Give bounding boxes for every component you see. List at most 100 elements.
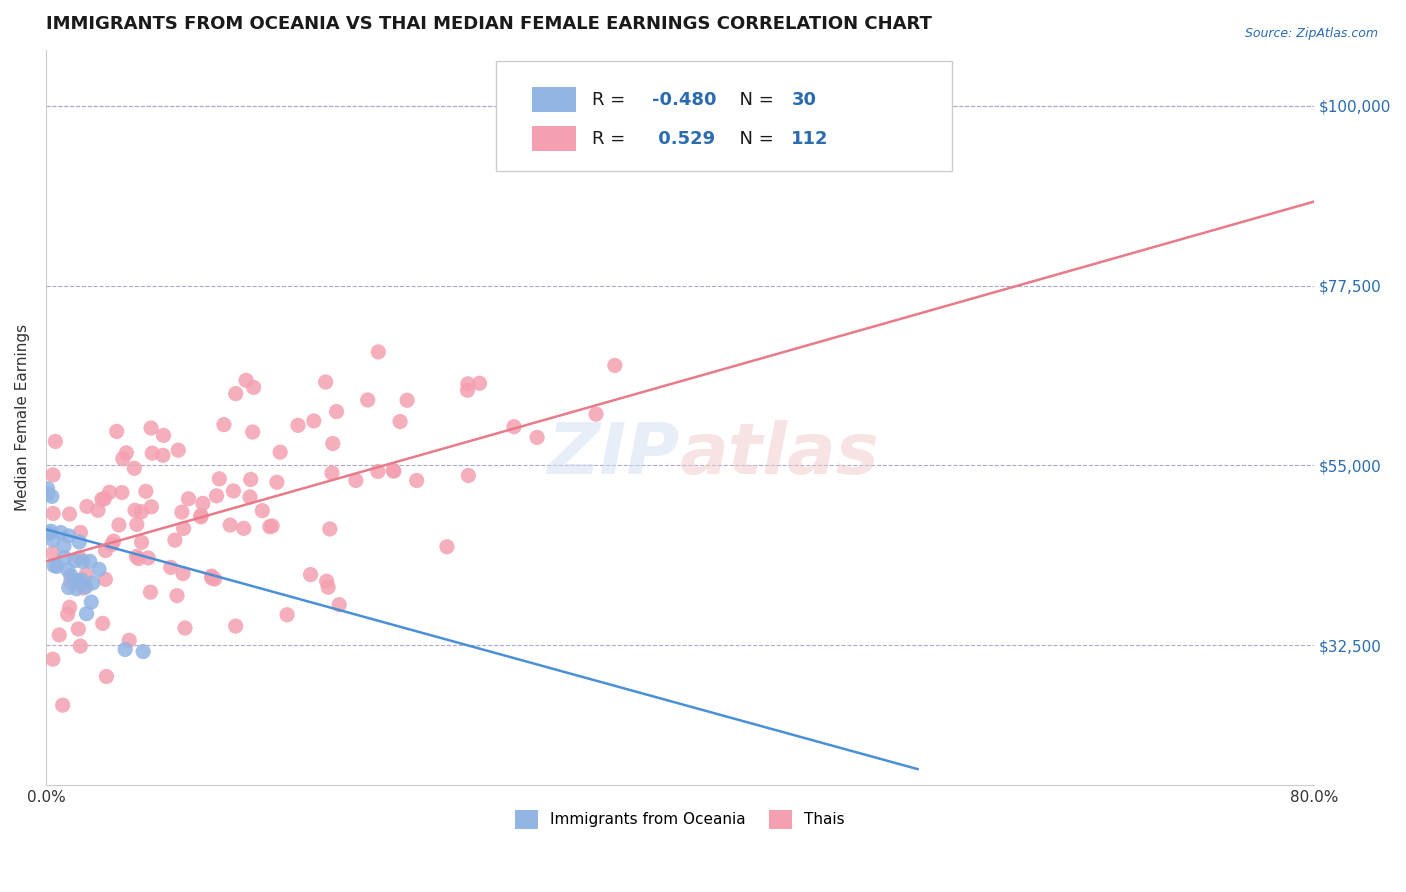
Point <box>59 600 82 615</box>
Point <box>42 467 65 482</box>
Y-axis label: Median Female Earnings: Median Female Earnings <box>15 324 30 511</box>
Point <box>170 505 193 519</box>
Point <box>69 525 91 540</box>
Point <box>322 436 344 450</box>
Point <box>49 525 72 540</box>
Point <box>219 518 242 533</box>
Point <box>82 575 104 590</box>
Point <box>315 574 337 589</box>
Point <box>259 519 281 533</box>
Point <box>266 475 288 490</box>
Point <box>103 534 125 549</box>
Point <box>190 508 212 523</box>
Point <box>94 543 117 558</box>
Point <box>135 484 157 499</box>
Point <box>124 503 146 517</box>
Text: R =: R = <box>592 91 631 109</box>
Point <box>457 376 479 391</box>
Point <box>204 572 226 586</box>
Point <box>201 571 224 585</box>
Point <box>269 445 291 459</box>
Text: R =: R = <box>592 130 631 148</box>
Text: N =: N = <box>728 91 779 109</box>
FancyBboxPatch shape <box>531 87 576 112</box>
Point <box>603 359 626 373</box>
Point <box>252 503 274 517</box>
Point <box>111 451 134 466</box>
Point <box>299 567 322 582</box>
Point <box>141 446 163 460</box>
Point <box>87 562 110 576</box>
Point <box>66 574 89 588</box>
Text: Source: ZipAtlas.com: Source: ZipAtlas.com <box>1244 27 1378 40</box>
Point <box>177 491 200 506</box>
Point <box>58 581 80 595</box>
Point <box>585 407 607 421</box>
Point <box>389 415 412 429</box>
Point <box>44 434 66 449</box>
Point <box>59 568 82 582</box>
Point <box>69 550 91 565</box>
Point <box>90 492 112 507</box>
Text: -0.480: -0.480 <box>652 91 717 109</box>
Point <box>72 581 94 595</box>
Text: 0.529: 0.529 <box>652 130 716 148</box>
Point <box>382 463 405 477</box>
Point <box>239 472 262 486</box>
Point <box>166 589 188 603</box>
Point <box>42 546 65 560</box>
Point <box>114 642 136 657</box>
Point <box>42 533 65 547</box>
Text: N =: N = <box>728 130 779 148</box>
Point <box>328 598 350 612</box>
Point <box>205 489 228 503</box>
Point <box>167 443 190 458</box>
Point <box>56 607 79 622</box>
Point <box>65 582 87 596</box>
Point <box>48 628 70 642</box>
Point <box>325 404 347 418</box>
Point <box>382 464 405 478</box>
Point <box>526 430 548 444</box>
Point <box>76 500 98 514</box>
Legend: Immigrants from Oceania, Thais: Immigrants from Oceania, Thais <box>508 803 852 837</box>
Point <box>118 633 141 648</box>
Point <box>163 533 186 548</box>
Point <box>87 503 110 517</box>
Point <box>39 524 62 539</box>
Point <box>159 560 181 574</box>
Point <box>503 419 526 434</box>
Point <box>222 483 245 498</box>
Point <box>208 472 231 486</box>
Point <box>42 652 65 666</box>
Point <box>91 616 114 631</box>
Point <box>125 549 148 564</box>
Point <box>405 474 427 488</box>
Point <box>191 496 214 510</box>
Point <box>235 373 257 387</box>
Point <box>212 417 235 432</box>
Text: 112: 112 <box>792 130 830 148</box>
Point <box>105 425 128 439</box>
Point <box>152 448 174 462</box>
Point <box>75 580 97 594</box>
Point <box>37 487 59 501</box>
Point <box>131 505 153 519</box>
Point <box>67 535 90 549</box>
Point <box>172 566 194 581</box>
Point <box>316 580 339 594</box>
Point <box>367 345 389 359</box>
Point <box>276 607 298 622</box>
Point <box>41 490 63 504</box>
FancyBboxPatch shape <box>496 61 952 171</box>
Point <box>396 393 419 408</box>
Point <box>65 574 87 589</box>
Point <box>190 509 212 524</box>
Point <box>53 539 76 553</box>
Point <box>232 521 254 535</box>
Text: 30: 30 <box>792 91 817 109</box>
Point <box>115 446 138 460</box>
Point <box>287 418 309 433</box>
Point <box>357 392 380 407</box>
Point <box>108 518 131 533</box>
